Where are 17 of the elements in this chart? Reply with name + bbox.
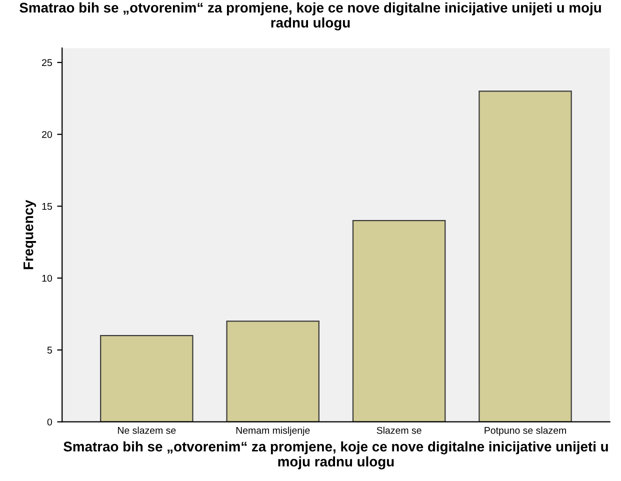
bar <box>352 220 446 422</box>
bar <box>226 320 320 422</box>
y-tick-label: 5 <box>47 346 52 354</box>
x-tick-label: Nemam misljenje <box>236 426 310 436</box>
chart-title: Smatrao bih se „otvorenim“ za promjene, koje ce nove digitalne inicijative unijeti u moju radnu ulogu <box>20 2 601 30</box>
y-tick-label: 25 <box>42 59 52 66</box>
bar <box>100 335 194 422</box>
x-tick-label: Potpuno se slazem <box>484 426 566 436</box>
bar <box>478 90 572 422</box>
y-tick-label: 20 <box>42 131 52 138</box>
x-tick-label: Ne slazem se <box>118 426 176 434</box>
y-tick-label: 15 <box>42 203 52 210</box>
x-tick-label: Slazem se <box>376 426 422 434</box>
y-tick-label: 0 <box>47 418 52 426</box>
y-tick-label: 10 <box>42 274 52 282</box>
y-axis-title: Frequency <box>24 200 36 270</box>
x-axis-title: Smatrao bih se „otvorenim“ za promjene, koje ce nove digitalne inicijative unijeti u moju radnu ulogu <box>64 441 608 470</box>
